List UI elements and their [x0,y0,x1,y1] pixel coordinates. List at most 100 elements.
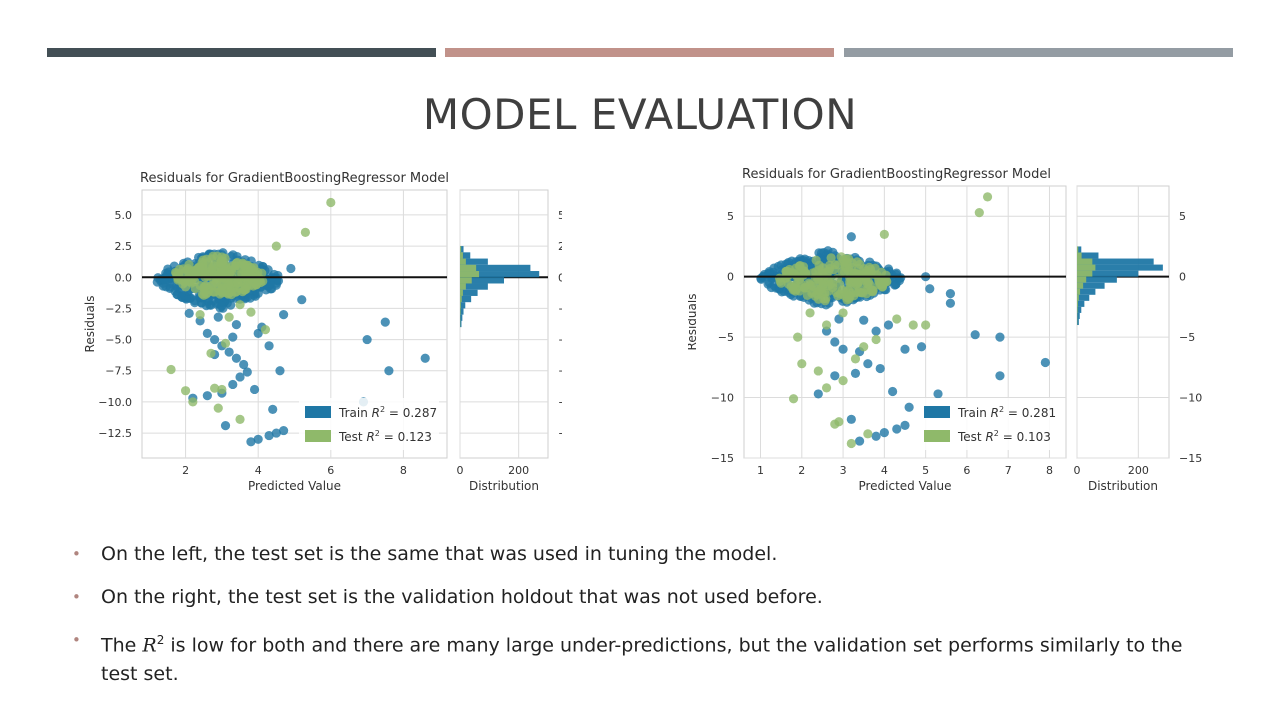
dist-x-tick-label: 0 [1074,464,1081,477]
train-point [859,315,869,325]
test-point [813,294,824,304]
bullet-text: On the right, the test set is the valida… [101,586,823,608]
train-point [890,280,900,290]
chart-title: Residuals for GradientBoostingRegressor … [140,171,449,186]
dist-y-tick-label: −10 [1179,392,1202,405]
dist-bar-test [1077,276,1087,283]
bullet-dot: • [72,545,81,563]
bullet-list: • On the left, the test set is the same … [72,540,1212,703]
dist-bar-train [460,258,488,265]
dist-bar-train [1077,300,1085,307]
test-point [224,312,234,322]
legend-swatch [305,406,331,418]
dist-bar-test [1077,258,1093,265]
test-point [206,348,216,358]
test-point [870,263,880,273]
train-point [184,308,194,319]
test-point [859,342,869,352]
dist-bar-test [460,264,477,272]
dist-bar-test [460,308,461,315]
test-point [921,320,931,330]
dist-y-tick-label: 2.5 [558,240,562,253]
bullet-dot: • [72,588,81,606]
train-point [242,367,252,377]
dist-bar-test [460,246,462,253]
dist-bar-test [1077,282,1084,289]
train-point [813,389,823,399]
test-point [877,282,887,292]
y-tick-label: 2.5 [115,240,133,253]
bullet-item: • On the right, the test set is the vali… [72,583,1212,612]
train-point [202,391,212,401]
train-point [945,298,956,308]
train-point [995,371,1005,381]
dist-axis-label: Distribution [1088,479,1158,493]
train-point [850,368,861,378]
y-tick-label: −10 [711,392,734,405]
dist-bar-train [460,308,464,315]
test-point [860,268,871,278]
test-point [216,267,226,278]
test-point [781,266,791,276]
x-tick-label: 5 [922,464,929,477]
train-point [213,312,223,322]
header-bar-dark [47,48,436,57]
dist-bar-test [460,277,472,284]
test-point [805,308,815,318]
test-point [793,332,803,342]
test-point [863,429,873,439]
y-tick-label: 5 [727,210,734,223]
y-tick-label: −10.0 [98,396,132,409]
train-point [253,288,263,299]
dist-bar-train [460,314,463,321]
train-point [228,332,238,342]
dist-bar-train [460,295,472,303]
y-tick-label: −5 [718,331,734,344]
train-point [846,414,856,424]
test-point [260,325,271,335]
test-point [220,338,231,348]
train-point [224,347,234,357]
dist-y-tick-label: −5.0 [558,334,562,347]
dist-bar-train [460,277,504,284]
train-point [176,292,187,302]
scatter-layer [152,197,430,447]
train-point [854,436,865,446]
train-point [279,425,289,436]
x-axis-label: Predicted Value [248,479,341,493]
dist-bar-train [1077,294,1090,301]
train-point [249,384,260,395]
dist-x-tick-label: 0 [457,464,464,477]
legend-label: Train R2 = 0.281 [957,405,1056,420]
test-point [230,263,240,273]
x-tick-label: 3 [840,464,847,477]
test-point [230,287,241,297]
test-point [829,264,839,275]
test-point [868,285,878,296]
test-point [892,314,902,324]
y-tick-label: −5.0 [105,334,132,347]
dist-bar-train [1077,306,1082,313]
train-point [159,274,169,284]
test-point [808,268,818,278]
dist-bar-train [460,252,471,259]
train-point [904,402,914,412]
x-axis-label: Predicted Value [858,479,951,493]
dist-y-tick-label: −10.0 [558,396,562,409]
dist-bar-train [1077,252,1099,259]
dist-bar-test [460,252,463,259]
bullet-text-post: is low for both and there are many large… [101,634,1183,686]
dist-bar-test [1077,294,1079,301]
test-point [180,277,190,287]
dist-bar-train [460,320,462,328]
train-point [900,420,910,430]
train-point [220,420,231,431]
test-point [843,254,854,264]
dist-bar-train [1077,312,1080,319]
dist-bar-test [1077,288,1081,295]
test-point [195,310,205,320]
train-point [253,434,263,444]
train-point [210,334,220,345]
dist-bar-train [460,302,466,309]
test-point [326,197,336,208]
